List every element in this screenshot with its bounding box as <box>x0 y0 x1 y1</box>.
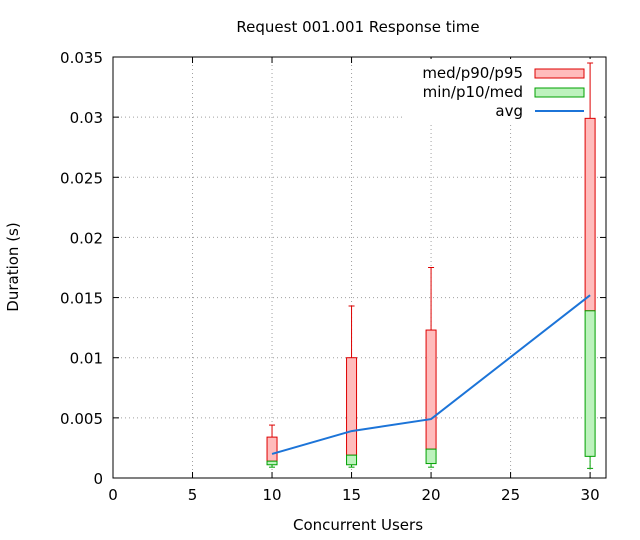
p10-med-box <box>584 310 596 457</box>
p10-med-box <box>266 460 278 466</box>
y-axis-ticks: 0 0.005 0.01 0.015 0.02 0.025 0.03 0.035 <box>60 49 606 488</box>
y-tick-label: 0.02 <box>70 229 103 247</box>
y-tick-label: 0.035 <box>60 49 103 67</box>
y-tick-label: 0.025 <box>60 169 103 187</box>
box-plot-15 <box>346 305 358 468</box>
y-tick-label: 0.01 <box>70 350 103 368</box>
box-plot-30 <box>584 62 596 469</box>
avg-line <box>271 294 591 455</box>
x-tick-label: 15 <box>342 486 361 504</box>
legend-label: avg <box>495 102 523 120</box>
p10-med-box <box>346 454 358 466</box>
box-plots <box>266 62 596 469</box>
x-tick-label: 5 <box>188 486 198 504</box>
x-axis-label: Concurrent Users <box>293 516 423 534</box>
y-tick-label: 0 <box>93 470 103 488</box>
box-plot-20 <box>425 267 437 468</box>
legend-label: med/p90/p95 <box>422 64 523 82</box>
x-tick-label: 30 <box>581 486 600 504</box>
legend-swatch <box>534 68 585 79</box>
x-tick-label: 25 <box>501 486 520 504</box>
x-tick-label: 20 <box>422 486 441 504</box>
x-axis-ticks: 0 5 10 15 20 25 30 <box>108 57 600 504</box>
p10-med-box <box>425 448 437 465</box>
legend-swatch <box>534 87 585 98</box>
avg-series <box>271 294 591 455</box>
med-p90-box <box>346 357 358 456</box>
chart-title: Request 001.001 Response time <box>236 18 479 36</box>
med-p90-box <box>266 436 278 462</box>
y-tick-label: 0.015 <box>60 290 103 308</box>
y-tick-label: 0.03 <box>70 109 103 127</box>
med-p90-box <box>584 117 596 312</box>
med-p90-box <box>425 329 437 450</box>
legend-label: min/p10/med <box>423 83 523 101</box>
x-tick-label: 10 <box>262 486 281 504</box>
x-tick-label: 0 <box>108 486 118 504</box>
y-tick-label: 0.005 <box>60 410 103 428</box>
plot-frame <box>112 56 607 479</box>
box-plot-10 <box>266 424 278 468</box>
y-axis-label: Duration (s) <box>4 222 22 311</box>
